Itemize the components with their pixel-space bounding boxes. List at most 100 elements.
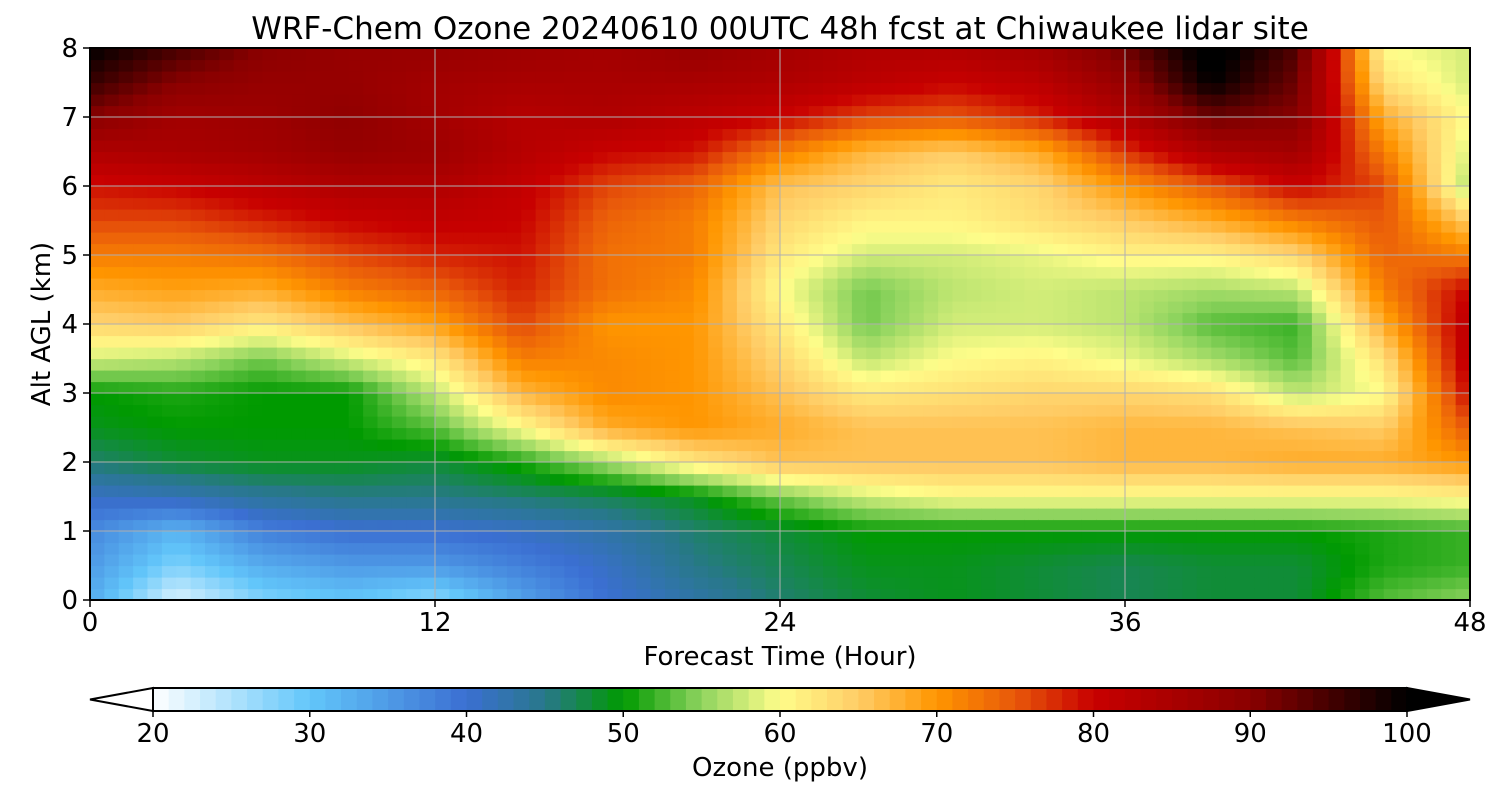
heatmap-cell — [1196, 140, 1212, 153]
heatmap-cell — [348, 59, 364, 72]
heatmap-cell — [722, 301, 738, 314]
heatmap-cell — [478, 588, 494, 600]
heatmap-cell — [1297, 105, 1313, 118]
heatmap-cell — [248, 94, 264, 107]
heatmap-cell — [1340, 496, 1356, 509]
heatmap-cell — [276, 197, 292, 210]
heatmap-cell — [1355, 439, 1370, 452]
heatmap-cell — [794, 48, 810, 61]
heatmap-cell — [1412, 140, 1428, 153]
heatmap-cell — [1455, 519, 1470, 532]
heatmap-cell — [780, 439, 795, 452]
heatmap-cell — [463, 519, 479, 532]
heatmap-cell — [808, 94, 824, 107]
heatmap-cell — [1311, 519, 1327, 532]
heatmap-cell — [1153, 335, 1169, 348]
heatmap-cell — [665, 209, 680, 222]
heatmap-cell — [909, 117, 925, 130]
heatmap-cell — [909, 209, 925, 222]
heatmap-cell — [1283, 450, 1299, 463]
heatmap-cell — [334, 128, 350, 141]
heatmap-cell — [1340, 565, 1356, 578]
heatmap-cell — [478, 473, 494, 486]
heatmap-cell — [550, 140, 565, 153]
heatmap-cell — [837, 439, 853, 452]
heatmap-cell — [621, 301, 637, 314]
heatmap-cell — [233, 48, 249, 61]
heatmap-cell — [1081, 347, 1097, 360]
heatmap-cell — [1081, 358, 1097, 371]
heatmap-cell — [1053, 462, 1069, 475]
heatmap-cell — [463, 48, 479, 61]
heatmap-cell — [607, 105, 623, 118]
heatmap-cell — [420, 531, 436, 544]
heatmap-cell — [1254, 163, 1270, 176]
heatmap-cell — [952, 82, 968, 95]
heatmap-cell — [1081, 266, 1097, 279]
heatmap-cell — [880, 243, 896, 256]
heatmap-cell — [550, 243, 565, 256]
heatmap-cell — [506, 324, 522, 337]
heatmap-cell — [291, 71, 307, 84]
heatmap-cell — [1340, 266, 1356, 279]
heatmap-cell — [751, 347, 767, 360]
heatmap-cell — [808, 220, 824, 233]
heatmap-cell — [147, 485, 163, 498]
heatmap-cell — [895, 439, 910, 452]
heatmap-cell — [923, 312, 939, 325]
heatmap-cell — [535, 289, 551, 302]
heatmap-cell — [1240, 416, 1255, 429]
heatmap-cell — [1426, 186, 1442, 199]
heatmap-cell — [981, 289, 997, 302]
heatmap-cell — [1110, 278, 1126, 291]
colorbar-segment — [858, 688, 875, 711]
heatmap-cell — [521, 427, 537, 440]
heatmap-cell — [1383, 565, 1399, 578]
heatmap-cell — [1211, 82, 1227, 95]
heatmap-cell — [305, 358, 321, 371]
heatmap-cell — [291, 59, 307, 72]
heatmap-cell — [1254, 565, 1270, 578]
heatmap-cell — [1297, 197, 1313, 210]
heatmap-cell — [363, 485, 379, 498]
heatmap-cell — [665, 531, 680, 544]
heatmap-cell — [1254, 151, 1270, 164]
heatmap-cell — [952, 163, 968, 176]
heatmap-cell — [679, 347, 695, 360]
heatmap-cell — [866, 588, 882, 600]
heatmap-cell — [823, 71, 839, 84]
heatmap-cell — [492, 117, 508, 130]
heatmap-cell — [751, 255, 767, 268]
heatmap-cell — [880, 531, 896, 544]
heatmap-cell — [1168, 404, 1184, 417]
heatmap-cell — [607, 94, 623, 107]
heatmap-cell — [1225, 255, 1241, 268]
heatmap-cell — [923, 358, 939, 371]
heatmap-cell — [334, 519, 350, 532]
heatmap-cell — [1225, 301, 1241, 314]
heatmap-cell — [966, 577, 982, 590]
heatmap-cell — [1326, 220, 1342, 233]
heatmap-cell — [176, 370, 192, 383]
heatmap-cell — [320, 508, 335, 521]
heatmap-cell — [1455, 59, 1470, 72]
colorbar-segment — [372, 688, 389, 711]
heatmap-cell — [621, 381, 637, 394]
heatmap-cell — [636, 519, 652, 532]
heatmap-cell — [176, 151, 192, 164]
heatmap-cell — [693, 324, 709, 337]
heatmap-cell — [535, 266, 551, 279]
heatmap-cell — [909, 393, 925, 406]
heatmap-cell — [391, 140, 407, 153]
heatmap-cell — [780, 105, 795, 118]
heatmap-cell — [420, 554, 436, 567]
heatmap-cell — [923, 289, 939, 302]
heatmap-cell — [1268, 531, 1284, 544]
heatmap-cell — [895, 255, 910, 268]
heatmap-cell — [621, 312, 637, 325]
heatmap-cell — [564, 278, 580, 291]
heatmap-cell — [506, 174, 522, 187]
heatmap-cell — [233, 496, 249, 509]
heatmap-cell — [1383, 59, 1399, 72]
heatmap-cell — [1110, 347, 1126, 360]
